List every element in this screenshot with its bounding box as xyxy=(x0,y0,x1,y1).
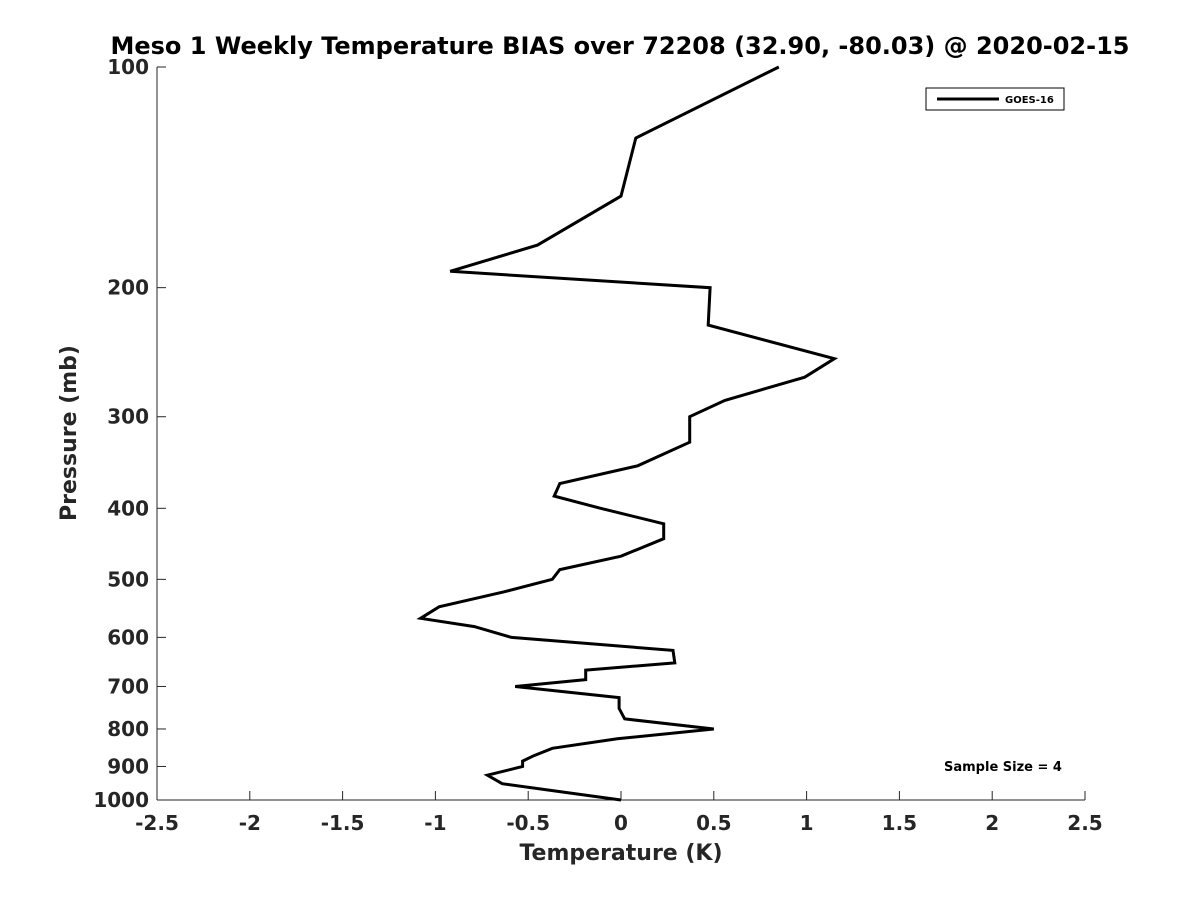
y-tick-label: 900 xyxy=(107,754,149,778)
x-tick-label: -0.5 xyxy=(506,811,550,835)
y-tick-label: 200 xyxy=(107,276,149,300)
sample-size-annotation: Sample Size = 4 xyxy=(944,760,1062,775)
y-tick-label: 100 xyxy=(107,55,149,79)
y-tick-label: 300 xyxy=(107,405,149,429)
y-tick-label: 700 xyxy=(107,674,149,698)
x-tick-label: -2 xyxy=(239,811,261,835)
y-tick-label: 400 xyxy=(107,496,149,520)
x-tick-label: -1 xyxy=(424,811,446,835)
chart-title: Meso 1 Weekly Temperature BIAS over 7220… xyxy=(110,32,1129,60)
y-axis-label: Pressure (mb) xyxy=(57,345,82,521)
legend-entry-goes-16: GOES-16 xyxy=(1005,95,1054,106)
y-tick-label: 800 xyxy=(107,717,149,741)
y-tick-label: 600 xyxy=(107,625,149,649)
x-axis-label: Temperature (K) xyxy=(519,841,722,866)
legend: GOES-16 xyxy=(925,87,1065,111)
series-line-goes-16 xyxy=(416,65,839,802)
y-tick-label: 1000 xyxy=(93,788,149,812)
x-tick-label: 1.5 xyxy=(882,811,917,835)
x-tick-label: 2 xyxy=(985,811,999,835)
x-tick-label: 0.5 xyxy=(696,811,731,835)
x-tick-label: 2.5 xyxy=(1067,811,1102,835)
x-tick-label: 1 xyxy=(800,811,814,835)
x-tick-label: -1.5 xyxy=(321,811,365,835)
y-tick-label: 500 xyxy=(107,567,149,591)
x-tick-label: 0 xyxy=(614,811,628,835)
x-tick-label: -2.5 xyxy=(135,811,179,835)
